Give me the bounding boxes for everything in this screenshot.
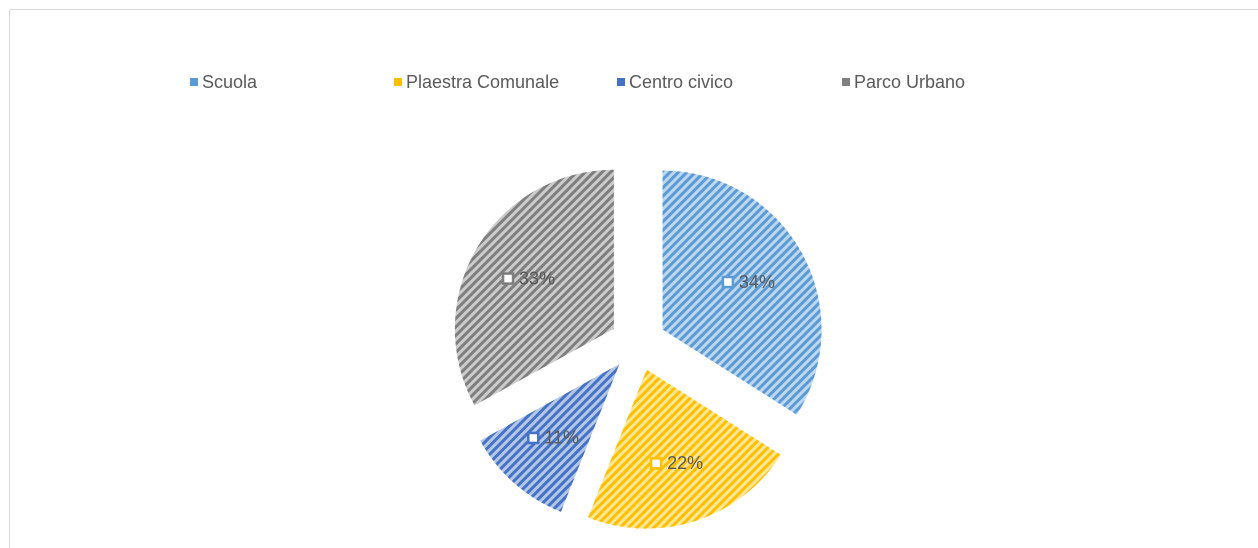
legend-label: Scuola bbox=[202, 72, 258, 92]
pie-slice bbox=[662, 170, 822, 415]
legend-swatch bbox=[394, 78, 402, 86]
pie-slice bbox=[454, 169, 614, 406]
label-marker bbox=[501, 272, 515, 285]
label-marker bbox=[721, 275, 735, 289]
data-label: 11% bbox=[544, 428, 579, 448]
data-label: 34% bbox=[739, 272, 775, 292]
pie-slice bbox=[588, 369, 781, 529]
legend-swatch bbox=[842, 78, 850, 86]
legend-swatch bbox=[190, 78, 198, 86]
label-marker bbox=[649, 457, 663, 470]
legend-swatch bbox=[617, 78, 625, 86]
legend-label: Parco Urbano bbox=[854, 72, 965, 92]
legend-label: Centro civico bbox=[629, 72, 733, 92]
legend-label: Plaestra Comunale bbox=[406, 72, 559, 92]
pie-slice bbox=[480, 364, 620, 512]
data-label: 22% bbox=[667, 453, 703, 473]
data-label: 33% bbox=[519, 268, 555, 288]
label-marker bbox=[527, 431, 540, 445]
